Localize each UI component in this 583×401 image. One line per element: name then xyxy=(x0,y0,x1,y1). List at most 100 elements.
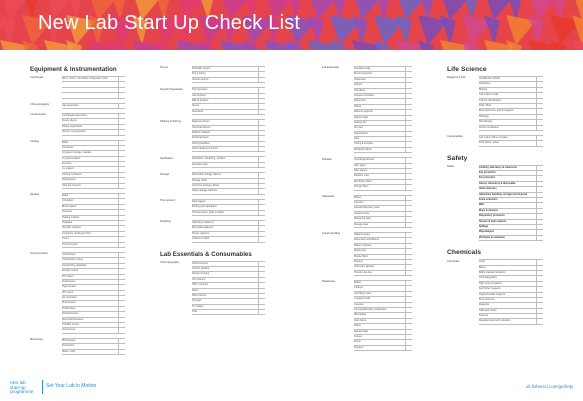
check-box[interactable] xyxy=(118,103,125,108)
check-box[interactable] xyxy=(258,205,265,210)
check-box[interactable] xyxy=(536,208,543,214)
check-box[interactable] xyxy=(118,338,125,344)
check-box[interactable] xyxy=(118,124,125,130)
check-box[interactable] xyxy=(118,93,125,98)
check-box[interactable] xyxy=(536,93,543,98)
check-box[interactable] xyxy=(258,220,265,226)
check-box[interactable] xyxy=(118,263,125,269)
check-box[interactable] xyxy=(405,195,412,200)
check-box[interactable] xyxy=(405,200,412,206)
check-box[interactable] xyxy=(258,162,265,168)
check-box[interactable] xyxy=(536,181,543,187)
check-box[interactable] xyxy=(536,292,543,297)
check-box[interactable] xyxy=(405,232,412,238)
check-box[interactable] xyxy=(536,260,543,265)
check-box[interactable] xyxy=(405,345,412,351)
check-box[interactable] xyxy=(536,303,543,308)
check-box[interactable] xyxy=(118,220,125,226)
check-box[interactable] xyxy=(536,265,543,270)
check-box[interactable] xyxy=(118,306,125,312)
check-box[interactable] xyxy=(405,142,412,147)
check-box[interactable] xyxy=(118,323,125,328)
check-box[interactable] xyxy=(405,286,412,291)
check-box[interactable] xyxy=(258,272,265,277)
check-box[interactable] xyxy=(536,198,543,203)
check-box[interactable] xyxy=(405,324,412,329)
check-box[interactable] xyxy=(118,349,125,354)
check-box[interactable] xyxy=(118,328,125,333)
check-box[interactable] xyxy=(405,179,412,185)
check-box[interactable] xyxy=(536,276,543,281)
check-box[interactable] xyxy=(536,287,543,292)
check-box[interactable] xyxy=(536,77,543,82)
check-box[interactable] xyxy=(405,302,412,308)
check-box[interactable] xyxy=(405,72,412,77)
check-box[interactable] xyxy=(118,290,125,296)
check-box[interactable] xyxy=(118,312,125,317)
check-box[interactable] xyxy=(118,226,125,231)
check-box[interactable] xyxy=(258,104,265,109)
check-box[interactable] xyxy=(536,187,543,192)
check-box[interactable] xyxy=(118,145,125,151)
check-box[interactable] xyxy=(118,252,125,258)
check-box[interactable] xyxy=(405,126,412,131)
check-box[interactable] xyxy=(258,277,265,283)
check-box[interactable] xyxy=(118,274,125,279)
check-box[interactable] xyxy=(118,151,125,156)
check-box[interactable] xyxy=(405,83,412,88)
check-box[interactable] xyxy=(258,136,265,141)
check-box[interactable] xyxy=(536,203,543,208)
check-box[interactable] xyxy=(118,119,125,124)
check-box[interactable] xyxy=(258,310,265,315)
check-box[interactable] xyxy=(536,219,543,224)
check-box[interactable] xyxy=(405,120,412,126)
check-box[interactable] xyxy=(258,293,265,299)
check-box[interactable] xyxy=(118,178,125,183)
check-box[interactable] xyxy=(405,185,412,190)
check-box[interactable] xyxy=(118,82,125,87)
check-box[interactable] xyxy=(118,172,125,178)
check-box[interactable] xyxy=(536,120,543,125)
check-box[interactable] xyxy=(258,210,265,215)
check-box[interactable] xyxy=(118,167,125,172)
check-box[interactable] xyxy=(536,281,543,287)
check-box[interactable] xyxy=(118,210,125,215)
check-box[interactable] xyxy=(405,163,412,169)
check-box[interactable] xyxy=(118,317,125,323)
check-box[interactable] xyxy=(405,158,412,163)
check-box[interactable] xyxy=(405,243,412,249)
check-box[interactable] xyxy=(258,109,265,115)
check-box[interactable] xyxy=(405,259,412,265)
check-box[interactable] xyxy=(258,130,265,136)
check-box[interactable] xyxy=(258,231,265,237)
check-box[interactable] xyxy=(118,344,125,349)
check-box[interactable] xyxy=(258,184,265,189)
check-box[interactable] xyxy=(405,281,412,286)
check-box[interactable] xyxy=(258,67,265,72)
check-box[interactable] xyxy=(258,178,265,184)
check-box[interactable] xyxy=(536,214,543,219)
check-box[interactable] xyxy=(536,125,543,130)
check-box[interactable] xyxy=(118,183,125,189)
check-box[interactable] xyxy=(118,204,125,210)
check-box[interactable] xyxy=(258,288,265,293)
check-box[interactable] xyxy=(405,174,412,179)
check-box[interactable] xyxy=(405,308,412,313)
check-box[interactable] xyxy=(118,87,125,93)
check-box[interactable] xyxy=(258,199,265,205)
check-box[interactable] xyxy=(405,99,412,104)
check-box[interactable] xyxy=(405,169,412,174)
check-box[interactable] xyxy=(118,231,125,237)
check-box[interactable] xyxy=(258,93,265,98)
check-box[interactable] xyxy=(405,115,412,120)
check-box[interactable] xyxy=(536,141,543,146)
check-box[interactable] xyxy=(118,237,125,242)
check-box[interactable] xyxy=(536,103,543,109)
check-box[interactable] xyxy=(405,110,412,115)
check-box[interactable] xyxy=(405,217,412,222)
check-box[interactable] xyxy=(258,88,265,93)
check-box[interactable] xyxy=(258,237,265,242)
check-box[interactable] xyxy=(536,230,543,235)
check-box[interactable] xyxy=(536,82,543,87)
check-box[interactable] xyxy=(536,176,543,181)
